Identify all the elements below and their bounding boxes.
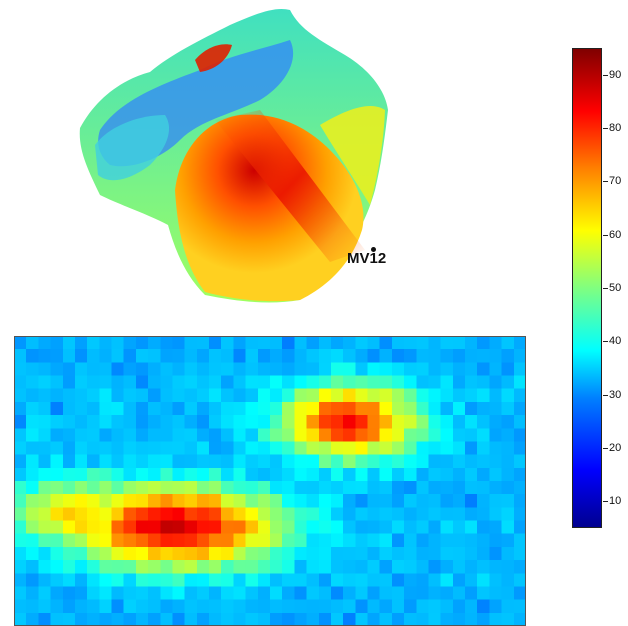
- colorbar-tick-label: 80: [609, 122, 622, 134]
- colorbar-tick: [603, 74, 608, 76]
- colorbar-tick: [603, 448, 608, 449]
- colorbar-tick-label: 50: [609, 282, 622, 294]
- colorbar-tick: [603, 341, 608, 343]
- marker-dot: [371, 247, 376, 252]
- colorbar-tick-label: 60: [609, 228, 622, 241]
- colorbar: [572, 48, 602, 528]
- mesh-yellow-rim: [320, 105, 385, 205]
- colorbar-tick: [603, 181, 608, 183]
- colorbar-tick: [603, 288, 608, 289]
- colorbar-tick-label: 90: [609, 68, 622, 81]
- cardiac-mesh-view: [79, 8, 388, 303]
- colorbar-tick-label: 40: [609, 335, 622, 348]
- mesh-teal-region: [95, 115, 170, 181]
- colorbar-tick: [603, 501, 608, 503]
- mesh-top-hotspot: [195, 44, 232, 72]
- mesh-activation-band: [215, 110, 365, 262]
- colorbar-tick: [603, 234, 608, 236]
- colorbar-tick: [603, 128, 608, 129]
- activation-heatmap: [14, 336, 526, 626]
- colorbar-tick-label: 70: [609, 175, 622, 188]
- colorbar-tick-label: 20: [609, 442, 622, 454]
- colorbar-tick-label: 30: [609, 388, 622, 401]
- marker-label: MV12: [347, 250, 387, 267]
- mesh-hot-region: [175, 114, 364, 302]
- colorbar-tick: [603, 394, 608, 396]
- colorbar-tick-label: 10: [609, 495, 622, 508]
